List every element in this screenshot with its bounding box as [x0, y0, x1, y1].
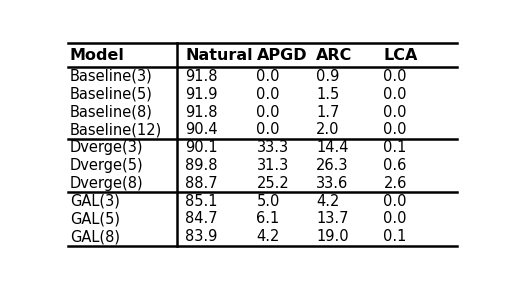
Text: 26.3: 26.3	[316, 158, 349, 173]
Text: 14.4: 14.4	[316, 140, 349, 155]
Text: 4.2: 4.2	[316, 193, 339, 208]
Text: 6.1: 6.1	[257, 211, 280, 226]
Text: 0.0: 0.0	[383, 193, 407, 208]
Text: 90.1: 90.1	[185, 140, 218, 155]
Text: GAL(8): GAL(8)	[70, 229, 120, 244]
Text: 90.4: 90.4	[185, 122, 218, 137]
Text: 0.0: 0.0	[383, 69, 407, 84]
Text: 91.8: 91.8	[185, 105, 218, 120]
Text: 0.6: 0.6	[383, 158, 407, 173]
Text: 0.1: 0.1	[383, 229, 407, 244]
Text: 0.0: 0.0	[257, 87, 280, 102]
Text: 1.7: 1.7	[316, 105, 339, 120]
Text: APGD: APGD	[257, 47, 307, 63]
Text: 5.0: 5.0	[257, 193, 280, 208]
Text: 0.0: 0.0	[383, 87, 407, 102]
Text: 4.2: 4.2	[257, 229, 280, 244]
Text: 19.0: 19.0	[316, 229, 349, 244]
Text: 0.0: 0.0	[383, 211, 407, 226]
Text: 88.7: 88.7	[185, 176, 218, 191]
Text: 2.0: 2.0	[316, 122, 339, 137]
Text: 84.7: 84.7	[185, 211, 218, 226]
Text: GAL(3): GAL(3)	[70, 193, 120, 208]
Text: Baseline(3): Baseline(3)	[70, 69, 153, 84]
Text: ARC: ARC	[316, 47, 352, 63]
Text: 0.9: 0.9	[316, 69, 339, 84]
Text: 1.5: 1.5	[316, 87, 339, 102]
Text: GAL(5): GAL(5)	[70, 211, 120, 226]
Text: 0.0: 0.0	[257, 122, 280, 137]
Text: Baseline(5): Baseline(5)	[70, 87, 153, 102]
Text: Dverge(3): Dverge(3)	[70, 140, 143, 155]
Text: 89.8: 89.8	[185, 158, 218, 173]
Text: 0.0: 0.0	[383, 122, 407, 137]
Text: 0.0: 0.0	[257, 69, 280, 84]
Text: Natural: Natural	[185, 47, 252, 63]
Text: 83.9: 83.9	[185, 229, 218, 244]
Text: Baseline(12): Baseline(12)	[70, 122, 162, 137]
Text: 13.7: 13.7	[316, 211, 349, 226]
Text: 33.3: 33.3	[257, 140, 289, 155]
Text: 33.6: 33.6	[316, 176, 348, 191]
Text: 91.8: 91.8	[185, 69, 218, 84]
Text: 0.0: 0.0	[257, 105, 280, 120]
Text: 85.1: 85.1	[185, 193, 218, 208]
Text: Baseline(8): Baseline(8)	[70, 105, 153, 120]
Text: 91.9: 91.9	[185, 87, 218, 102]
Text: 0.1: 0.1	[383, 140, 407, 155]
Text: 0.0: 0.0	[383, 105, 407, 120]
Text: Dverge(5): Dverge(5)	[70, 158, 143, 173]
Text: 31.3: 31.3	[257, 158, 289, 173]
Text: 25.2: 25.2	[257, 176, 289, 191]
Text: Model: Model	[70, 47, 125, 63]
Text: 2.6: 2.6	[383, 176, 407, 191]
Text: Dverge(8): Dverge(8)	[70, 176, 143, 191]
Text: LCA: LCA	[383, 47, 418, 63]
